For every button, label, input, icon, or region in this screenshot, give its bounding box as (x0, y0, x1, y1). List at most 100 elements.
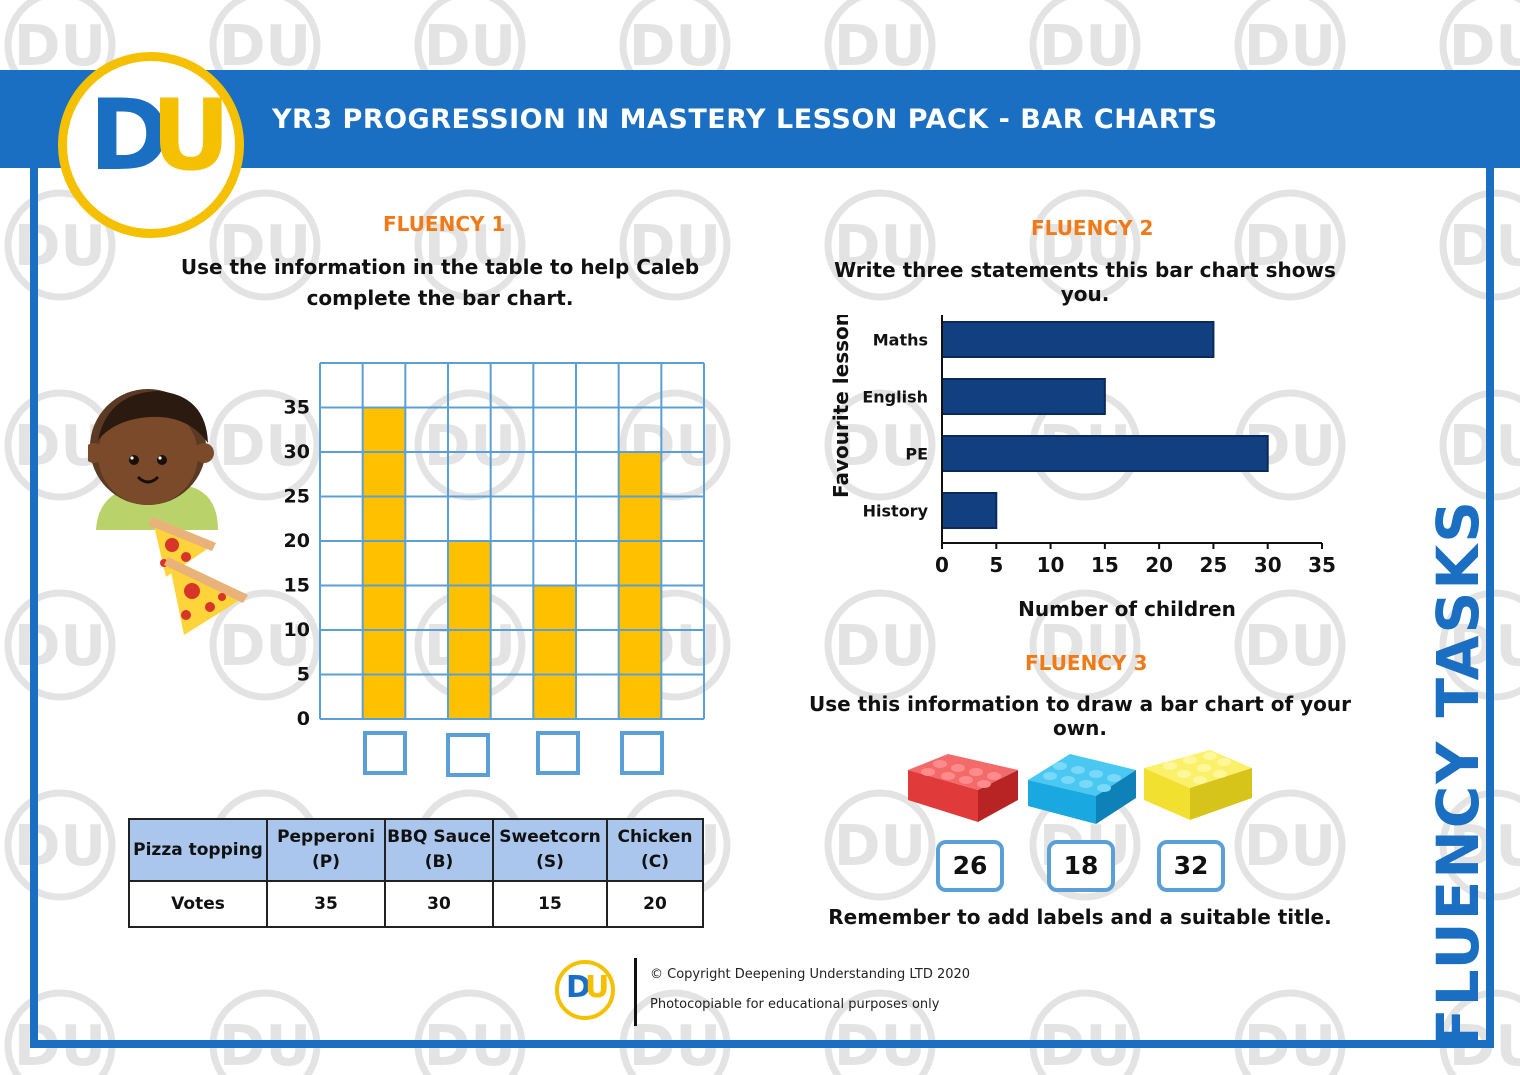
blue-brick-icon (1028, 754, 1136, 824)
fluency3-reminder: Remember to add labels and a suitable ti… (828, 905, 1332, 929)
watermark-logo: DU (4, 789, 116, 901)
du-logo: D U (58, 52, 244, 238)
footer-copyright: © Copyright Deepening Understanding LTD … (650, 967, 971, 982)
svg-text:DU: DU (14, 214, 106, 279)
chart1-y-tick-label: 35 (284, 397, 310, 419)
chart1-y-tick-label: 30 (284, 441, 310, 463)
chart1-bar (533, 585, 576, 719)
fluency1-bar-chart: 0 5 10 15 20 25 30 35 (284, 362, 705, 725)
chart2-x-tick-label: 5 (989, 553, 1003, 577)
answer-box-1[interactable] (363, 731, 407, 775)
table-cell: 15 (492, 880, 608, 928)
lego-bricks (908, 750, 1252, 824)
frame-right (1486, 168, 1494, 1048)
column-code: (P) (312, 852, 340, 872)
chart1-y-tick-label: 0 (297, 708, 310, 725)
column-code: (S) (536, 852, 564, 872)
watermark-logo: DU (209, 189, 321, 301)
child-pizza-illustration (88, 389, 248, 635)
logo-letter-u: U (585, 970, 610, 1005)
table-cell: 30 (384, 880, 494, 928)
table-header-row: Pizza topping Pepperoni (P) BBQ Sauce (B) … (128, 818, 704, 882)
column-name: Pepperoni (277, 827, 375, 848)
chart2-x-tick-label: 0 (935, 553, 949, 577)
column-code: (B) (424, 852, 454, 872)
watermark-logo: DU (1029, 989, 1141, 1075)
red-brick-value: 26 (936, 840, 1004, 892)
side-title-fluency-tasks: FLUENCY TASKS (1424, 499, 1492, 1048)
frame-bottom (30, 1040, 1494, 1048)
fluency3-instruction: Use this information to draw a bar chart… (808, 692, 1352, 740)
svg-text:DU: DU (1449, 214, 1520, 279)
header-bar (0, 70, 1520, 168)
chart1-y-tick-label: 25 (284, 486, 310, 508)
fluency1-title: FLUENCY 1 (383, 212, 506, 236)
chart2-category-label: Maths (873, 331, 928, 350)
column-name: Sweetcorn (499, 827, 601, 848)
fluency3-title: FLUENCY 3 (1025, 651, 1148, 675)
fluency2-title: FLUENCY 2 (1031, 216, 1154, 240)
column-code: (C) (640, 852, 669, 872)
chart2-x-tick-label: 35 (1308, 553, 1336, 577)
logo-letter-u: U (151, 79, 231, 193)
chart2-category-label: English (862, 388, 928, 407)
logo-letter-d: D (566, 970, 591, 1005)
table-cell: 35 (266, 880, 386, 928)
chart2-category-label: History (863, 502, 929, 521)
chart2-x-tick-label: 10 (1037, 553, 1065, 577)
page-title: YR3 PROGRESSION IN MASTERY LESSON PACK -… (272, 104, 1218, 135)
logo-letter-d: D (89, 79, 171, 193)
red-brick-icon (908, 754, 1018, 822)
chart2-x-tick-label: 15 (1091, 553, 1119, 577)
chart2-bar (941, 321, 1215, 358)
fluency2-instruction: Write three statements this bar chart sh… (834, 258, 1336, 306)
yellow-brick-value: 32 (1157, 840, 1225, 892)
chart2-category-label: PE (905, 445, 928, 464)
chart2-bar (941, 378, 1106, 415)
chart2-x-tick-label: 25 (1200, 553, 1228, 577)
watermark-logo: DU (619, 189, 731, 301)
yellow-brick-icon (1144, 750, 1252, 820)
watermark-logo: DU (414, 989, 526, 1075)
du-logo-small: D U (555, 960, 615, 1020)
table-header-pizza-topping: Pizza topping (128, 818, 268, 882)
chart1-bar (362, 407, 406, 719)
table-row-label-votes: Votes (128, 880, 268, 928)
svg-text:DU: DU (14, 814, 106, 879)
blue-brick-value: 18 (1047, 840, 1115, 892)
chart2-bar (941, 435, 1269, 472)
watermark-logo: DU (1439, 389, 1520, 501)
table-row: Votes 35 30 15 20 (128, 880, 704, 928)
chart1-y-tick-label: 10 (284, 619, 310, 641)
watermark-logo: DU (4, 989, 116, 1075)
column-name: Chicken (617, 827, 693, 848)
chart1-y-tick-label: 5 (297, 664, 310, 686)
fluency1-instruction-line2: complete the bar chart. (306, 286, 574, 310)
watermark-logo: DU (1234, 989, 1346, 1075)
chart2-x-tick-label: 20 (1145, 553, 1173, 577)
table-header-cell: BBQ Sauce (B) (384, 818, 494, 882)
footer-divider (634, 958, 637, 1026)
table-cell: 20 (606, 880, 704, 928)
watermark-logo: DU (209, 989, 321, 1075)
svg-text:DU: DU (1449, 414, 1520, 479)
column-name: BBQ Sauce (387, 827, 491, 848)
fluency2-bar-chart: Maths English PE History 0 5 10 15 20 25 30 35 Numbe… (829, 315, 1336, 621)
chart2-x-axis-label: Number of children (1018, 597, 1236, 621)
chart2-x-tick-label: 30 (1254, 553, 1282, 577)
pizza-votes-table: Pizza topping Pepperoni (P) BBQ Sauce (B) … (128, 818, 704, 928)
chart2-y-axis-label: Favourite lesson (829, 315, 853, 498)
chart1-y-tick-label: 20 (284, 530, 310, 552)
chart1-y-tick-label: 15 (284, 575, 310, 597)
table-header-cell: Pepperoni (P) (266, 818, 386, 882)
table-header-cell: Chicken (C) (606, 818, 704, 882)
footer-note: Photocopiable for educational purposes o… (650, 997, 940, 1012)
fluency1-instruction-line1: Use the information in the table to help… (180, 255, 700, 279)
table-header-cell: Sweetcorn (S) (492, 818, 608, 882)
watermark-logo: DU (414, 189, 526, 301)
answer-box-4[interactable] (620, 731, 664, 775)
watermark-logo: DU (1439, 189, 1520, 301)
frame-left (30, 168, 38, 1048)
answer-box-2[interactable] (446, 733, 490, 777)
answer-box-3[interactable] (536, 731, 580, 775)
